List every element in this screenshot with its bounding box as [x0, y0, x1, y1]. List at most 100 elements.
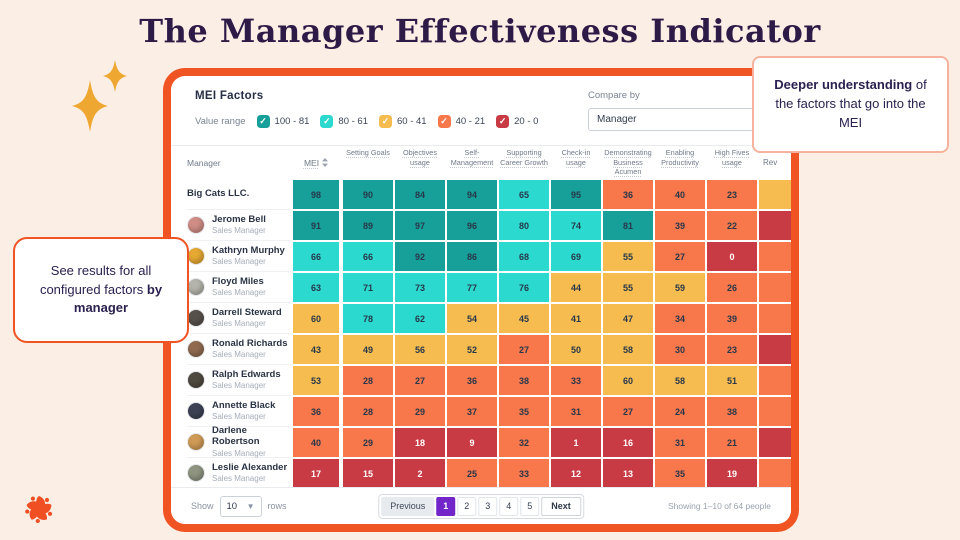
clipped-score-cell: [759, 335, 791, 364]
compare-by-select[interactable]: Manager ▼: [588, 108, 791, 131]
rows-per-page-select[interactable]: 10 ▼: [219, 495, 262, 517]
page-button[interactable]: 4: [499, 496, 519, 516]
manager-cell[interactable]: Floyd Miles Sales Manager: [187, 272, 291, 303]
range-label: 80 - 61: [338, 116, 368, 127]
factor-score-cell: 96: [447, 211, 497, 240]
factor-score-cell: 92: [395, 242, 445, 271]
column-header[interactable]: Supporting Career Growth: [500, 147, 548, 167]
factor-score-cell: 66: [343, 242, 393, 271]
clipped-score-cell: [759, 397, 791, 426]
compare-by-group: Compare by Manager ▼: [588, 90, 791, 131]
factor-score-cell: 37: [447, 397, 497, 426]
factor-score-cell: 89: [343, 211, 393, 240]
company-name: Big Cats LLC.: [187, 187, 250, 199]
range-label: 100 - 81: [274, 116, 310, 127]
factor-score-cell: 76: [499, 273, 549, 302]
factor-score-cell: 19: [707, 459, 757, 488]
manager-cell[interactable]: Jerome Bell Sales Manager: [187, 210, 291, 241]
table-row: Floyd Miles Sales Manager 63 71 73 77 76 44 55 59…: [171, 272, 791, 303]
avatar: [187, 464, 205, 482]
factor-score-cell: 40: [655, 180, 705, 209]
factor-score-cell: 22: [707, 211, 757, 240]
factor-score-cell: 71: [343, 273, 393, 302]
manager-cell[interactable]: Ralph Edwards Sales Manager: [187, 365, 291, 396]
manager-cell[interactable]: Annette Black Sales Manager: [187, 396, 291, 427]
value-range-option[interactable]: ✓ 40 - 21: [437, 115, 485, 128]
factor-score-cell: 65: [499, 180, 549, 209]
range-label: 20 - 0: [514, 116, 539, 127]
sort-icon[interactable]: [322, 158, 329, 167]
manager-role: Sales Manager: [212, 448, 266, 458]
manager-cell[interactable]: Darrell Steward Sales Manager: [187, 303, 291, 334]
table-row: Leslie Alexander Sales Manager 17 15 2 25 33 12…: [171, 458, 791, 489]
column-header-mei[interactable]: MEI: [293, 158, 339, 168]
factor-score-cell: 16: [603, 428, 653, 457]
avatar: [187, 278, 205, 296]
sparkles-icon: [72, 60, 127, 132]
table-body: Big Cats LLC. 98 90 84 94 65 95 36 40 23 Jerome Be…: [171, 179, 791, 489]
page-button[interactable]: 5: [520, 496, 540, 516]
factor-score-cell: 51: [707, 366, 757, 395]
rows-label: rows: [267, 501, 287, 511]
factor-score-cell: 25: [447, 459, 497, 488]
checkbox-checked-icon[interactable]: ✓: [378, 115, 392, 128]
checkbox-checked-icon[interactable]: ✓: [256, 115, 270, 128]
checkbox-checked-icon[interactable]: ✓: [320, 115, 334, 128]
factor-score-cell: 34: [655, 304, 705, 333]
column-header-manager[interactable]: Manager: [187, 157, 221, 168]
table-row: Darrell Steward Sales Manager 60 78 62 54 45 41…: [171, 303, 791, 334]
avatar: [187, 433, 205, 451]
manager-cell[interactable]: Big Cats LLC.: [187, 179, 291, 210]
factor-score-cell: 45: [499, 304, 549, 333]
value-range-option[interactable]: ✓ 80 - 61: [320, 115, 368, 128]
manager-cell[interactable]: Kathryn Murphy Sales Manager: [187, 241, 291, 272]
previous-page-button[interactable]: Previous: [381, 496, 435, 516]
column-header[interactable]: Demonstrating Business Acumen: [604, 147, 652, 177]
clipped-score-cell: [759, 180, 791, 209]
page-button[interactable]: 3: [478, 496, 498, 516]
table-row: Ronald Richards Sales Manager 43 49 56 52 27 50…: [171, 334, 791, 365]
manager-role: Sales Manager: [212, 226, 266, 236]
column-header[interactable]: Objectives usage: [402, 147, 438, 167]
avatar: [187, 216, 205, 234]
factor-score-cell: 74: [551, 211, 601, 240]
table-row: Big Cats LLC. 98 90 84 94 65 95 36 40 23: [171, 179, 791, 210]
factor-score-cell: 38: [707, 397, 757, 426]
factor-score-cell: 55: [603, 273, 653, 302]
clipped-score-cell: [759, 459, 791, 488]
factor-score-cell: 28: [343, 397, 393, 426]
column-header[interactable]: High Fives usage: [714, 147, 750, 167]
factor-score-cell: 2: [395, 459, 445, 488]
checkbox-checked-icon[interactable]: ✓: [496, 115, 510, 128]
factor-score-cell: 18: [395, 428, 445, 457]
avatar: [187, 340, 205, 358]
avatar: [187, 309, 205, 327]
factor-score-cell: 0: [707, 242, 757, 271]
panel-title: MEI Factors: [195, 90, 264, 102]
factor-score-cell: 80: [499, 211, 549, 240]
factor-score-cell: 35: [655, 459, 705, 488]
column-header[interactable]: Check-in usage: [561, 147, 591, 167]
value-range-option[interactable]: ✓ 100 - 81: [256, 115, 310, 128]
page-button[interactable]: 1: [436, 496, 456, 516]
column-header[interactable]: Enabling Productivity: [661, 147, 699, 167]
factor-score-cell: 9: [447, 428, 497, 457]
compare-by-value: Manager: [597, 114, 637, 125]
page-button[interactable]: 2: [457, 496, 477, 516]
column-header[interactable]: Self-Management: [450, 147, 494, 167]
manager-name: Kathryn Murphy: [212, 244, 285, 256]
checkbox-checked-icon[interactable]: ✓: [437, 115, 451, 128]
manager-name: Darrell Steward: [212, 306, 282, 318]
factor-score-cell: 36: [447, 366, 497, 395]
factor-score-cell: 69: [551, 242, 601, 271]
value-range-option[interactable]: ✓ 60 - 41: [378, 115, 427, 128]
value-range-option[interactable]: ✓ 20 - 0: [496, 115, 538, 128]
manager-cell[interactable]: Darlene Robertson Sales Manager: [187, 425, 291, 458]
column-header[interactable]: Setting Goals: [346, 147, 390, 157]
manager-cell[interactable]: Ronald Richards Sales Manager: [187, 334, 291, 365]
manager-cell[interactable]: Leslie Alexander Sales Manager: [187, 458, 291, 489]
column-header-partial[interactable]: Rev: [763, 158, 778, 167]
next-page-button[interactable]: Next: [541, 496, 581, 516]
manager-name: Leslie Alexander: [212, 461, 288, 473]
